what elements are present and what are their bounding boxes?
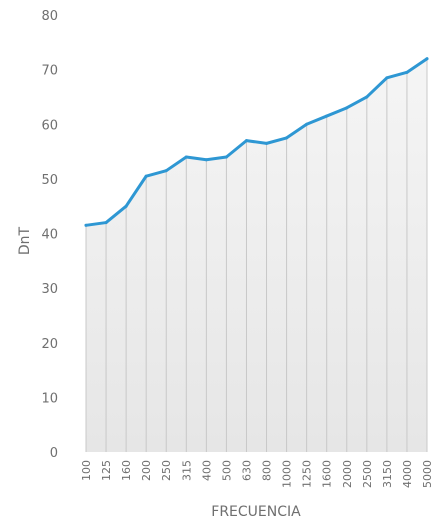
x-tick-label: 800 bbox=[261, 460, 274, 481]
area-fill-layer bbox=[86, 58, 427, 452]
data-point bbox=[104, 221, 108, 225]
data-point bbox=[244, 139, 248, 143]
x-axis-ticks: 100 125 160 200 250 315 400 500 630 800 1000 1250 16… bbox=[80, 460, 434, 488]
y-axis-ticks: 0 10 20 30 40 50 60 70 80 bbox=[41, 9, 58, 461]
area-fill bbox=[86, 58, 427, 452]
data-point bbox=[164, 169, 168, 173]
y-tick-label: 70 bbox=[41, 64, 58, 79]
data-point bbox=[124, 204, 128, 208]
data-point bbox=[365, 95, 369, 99]
x-tick-label: 2000 bbox=[341, 460, 354, 488]
x-tick-label: 125 bbox=[100, 460, 113, 481]
x-tick-label: 1000 bbox=[281, 460, 294, 488]
x-tick-label: 630 bbox=[240, 460, 253, 481]
data-point bbox=[184, 155, 188, 159]
x-tick-label: 200 bbox=[140, 460, 153, 481]
data-point bbox=[425, 57, 429, 61]
x-axis-title: FRECUENCIA bbox=[211, 504, 301, 520]
vertical-gridlines bbox=[85, 58, 428, 452]
x-tick-label: 5000 bbox=[421, 460, 434, 488]
x-tick-label: 4000 bbox=[401, 460, 414, 488]
x-tick-label: 500 bbox=[220, 460, 233, 481]
data-point bbox=[144, 174, 148, 178]
data-point bbox=[385, 76, 389, 80]
series-line bbox=[84, 57, 429, 227]
data-point bbox=[285, 136, 289, 140]
y-tick-label: 20 bbox=[41, 337, 58, 352]
y-tick-label: 60 bbox=[41, 118, 58, 133]
y-tick-label: 40 bbox=[41, 228, 58, 243]
x-tick-label: 160 bbox=[120, 460, 133, 481]
x-tick-label: 1600 bbox=[321, 460, 334, 488]
x-tick-label: 2500 bbox=[361, 460, 374, 488]
y-tick-label: 30 bbox=[41, 282, 58, 297]
x-tick-label: 1250 bbox=[301, 460, 314, 488]
x-tick-label: 3150 bbox=[381, 460, 394, 488]
x-tick-label: 400 bbox=[200, 460, 213, 481]
x-tick-label: 315 bbox=[180, 460, 193, 481]
y-tick-label: 80 bbox=[41, 9, 58, 24]
x-tick-label: 250 bbox=[160, 460, 173, 481]
y-axis-title: DnT bbox=[17, 226, 33, 255]
data-point bbox=[305, 122, 309, 126]
data-point bbox=[405, 70, 409, 74]
y-tick-label: 0 bbox=[50, 446, 58, 461]
y-tick-label: 10 bbox=[41, 391, 58, 406]
data-point bbox=[345, 106, 349, 110]
data-point bbox=[84, 223, 88, 227]
data-point bbox=[204, 158, 208, 162]
data-point bbox=[325, 114, 329, 118]
series-line-layer bbox=[84, 57, 429, 227]
data-point bbox=[224, 155, 228, 159]
data-point bbox=[265, 141, 269, 145]
x-tick-label: 100 bbox=[80, 460, 93, 481]
y-tick-label: 50 bbox=[41, 173, 58, 188]
